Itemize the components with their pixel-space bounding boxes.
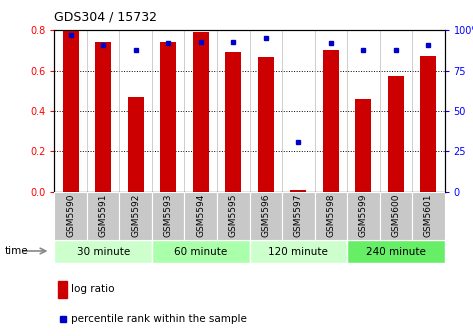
Bar [225, 52, 241, 192]
Text: log ratio: log ratio [71, 284, 114, 294]
Bar [315, 192, 347, 240]
Bar [290, 190, 307, 192]
Text: 120 minute: 120 minute [268, 247, 328, 257]
Text: GSM5592: GSM5592 [131, 194, 140, 237]
Text: 30 minute: 30 minute [77, 247, 130, 257]
Bar [412, 192, 445, 240]
Bar [184, 192, 217, 240]
Bar [258, 57, 274, 192]
Bar [355, 99, 371, 192]
Bar [62, 30, 79, 192]
Bar [379, 192, 412, 240]
Text: 60 minute: 60 minute [174, 247, 228, 257]
Bar [420, 56, 437, 192]
Bar [128, 97, 144, 192]
Bar [249, 240, 347, 263]
Bar [119, 192, 152, 240]
Bar [152, 240, 249, 263]
Bar [54, 192, 87, 240]
Text: GSM5595: GSM5595 [229, 194, 238, 238]
Text: GSM5601: GSM5601 [424, 194, 433, 238]
Text: GSM5599: GSM5599 [359, 194, 368, 238]
Text: GSM5591: GSM5591 [99, 194, 108, 238]
Text: GSM5594: GSM5594 [196, 194, 205, 237]
Bar [54, 240, 152, 263]
Bar [347, 192, 379, 240]
Bar [388, 76, 404, 192]
Bar [217, 192, 249, 240]
Bar [160, 42, 176, 192]
Text: GSM5600: GSM5600 [391, 194, 400, 238]
Text: GSM5596: GSM5596 [261, 194, 270, 238]
Text: percentile rank within the sample: percentile rank within the sample [71, 314, 246, 324]
Text: GSM5593: GSM5593 [164, 194, 173, 238]
Text: GDS304 / 15732: GDS304 / 15732 [54, 10, 158, 23]
Bar [249, 192, 282, 240]
Bar [95, 42, 111, 192]
Text: GSM5597: GSM5597 [294, 194, 303, 238]
Text: time: time [5, 246, 28, 256]
Bar [323, 50, 339, 192]
Bar [282, 192, 315, 240]
Text: 240 minute: 240 minute [366, 247, 426, 257]
Bar [193, 32, 209, 192]
Bar [347, 240, 445, 263]
Text: GSM5598: GSM5598 [326, 194, 335, 238]
Bar [87, 192, 119, 240]
Bar [152, 192, 184, 240]
Bar [58, 281, 67, 298]
Text: GSM5590: GSM5590 [66, 194, 75, 238]
